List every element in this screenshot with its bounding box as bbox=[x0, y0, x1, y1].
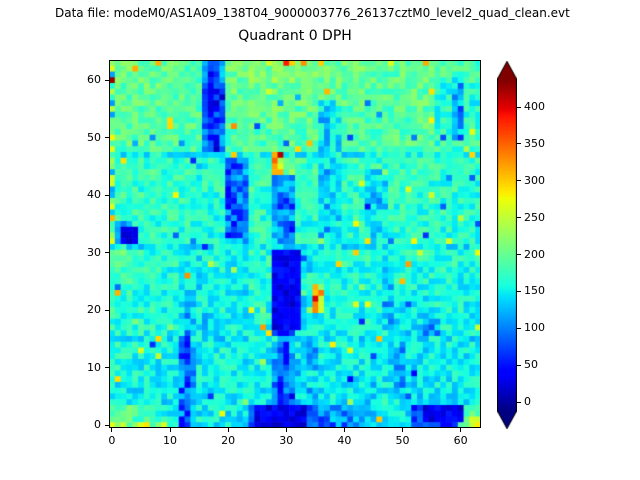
colorbar-tick bbox=[517, 180, 521, 182]
colorbar-tick bbox=[517, 106, 521, 108]
y-tick-label: 40 bbox=[87, 188, 101, 202]
heatmap-canvas bbox=[109, 60, 481, 428]
y-tick-label: 60 bbox=[87, 73, 101, 87]
x-tick bbox=[402, 428, 404, 432]
x-tick-label: 20 bbox=[221, 434, 236, 447]
x-tick bbox=[169, 428, 171, 432]
colorbar-tick-label: 350 bbox=[524, 136, 545, 150]
x-tick bbox=[460, 428, 462, 432]
x-tick bbox=[285, 428, 287, 432]
plot-title: Quadrant 0 DPH bbox=[238, 28, 352, 44]
x-tick-label: 0 bbox=[108, 434, 116, 447]
y-tick bbox=[105, 252, 109, 254]
y-tick-label: 10 bbox=[87, 360, 101, 374]
x-tick-label: 30 bbox=[279, 434, 294, 447]
colorbar-tick-label: 100 bbox=[524, 321, 545, 335]
y-tick bbox=[105, 137, 109, 139]
colorbar-tick bbox=[517, 254, 521, 256]
colorbar-tick-label: 0 bbox=[524, 395, 531, 409]
y-tick bbox=[105, 79, 109, 81]
y-tick bbox=[105, 194, 109, 196]
colorbar-tick bbox=[517, 290, 521, 292]
datafile-label: Data file: modeM0/AS1A09_138T04_90000037… bbox=[55, 6, 570, 20]
y-tick bbox=[105, 424, 109, 426]
colorbar-tick bbox=[517, 217, 521, 219]
colorbar-tick bbox=[517, 401, 521, 403]
x-tick-label: 10 bbox=[163, 434, 178, 447]
colorbar-tick-label: 250 bbox=[524, 210, 545, 224]
y-tick bbox=[105, 367, 109, 369]
x-tick bbox=[111, 428, 113, 432]
x-tick-label: 40 bbox=[337, 434, 352, 447]
colorbar-tick bbox=[517, 143, 521, 145]
y-tick-label: 50 bbox=[87, 130, 101, 144]
colorbar-tick-label: 400 bbox=[524, 100, 545, 114]
y-tick-label: 0 bbox=[94, 418, 101, 432]
y-tick bbox=[105, 309, 109, 311]
x-tick-label: 50 bbox=[395, 434, 410, 447]
x-tick bbox=[343, 428, 345, 432]
x-tick bbox=[227, 428, 229, 432]
colorbar-tick-label: 300 bbox=[524, 173, 545, 187]
colorbar-tick-label: 50 bbox=[524, 358, 538, 372]
y-tick-label: 20 bbox=[87, 303, 101, 317]
colorbar-tick-label: 150 bbox=[524, 284, 545, 298]
y-tick-label: 30 bbox=[87, 245, 101, 259]
x-tick-label: 60 bbox=[453, 434, 468, 447]
colorbar-canvas bbox=[497, 61, 517, 429]
colorbar-tick bbox=[517, 327, 521, 329]
colorbar-tick-label: 200 bbox=[524, 247, 545, 261]
colorbar-tick bbox=[517, 364, 521, 366]
